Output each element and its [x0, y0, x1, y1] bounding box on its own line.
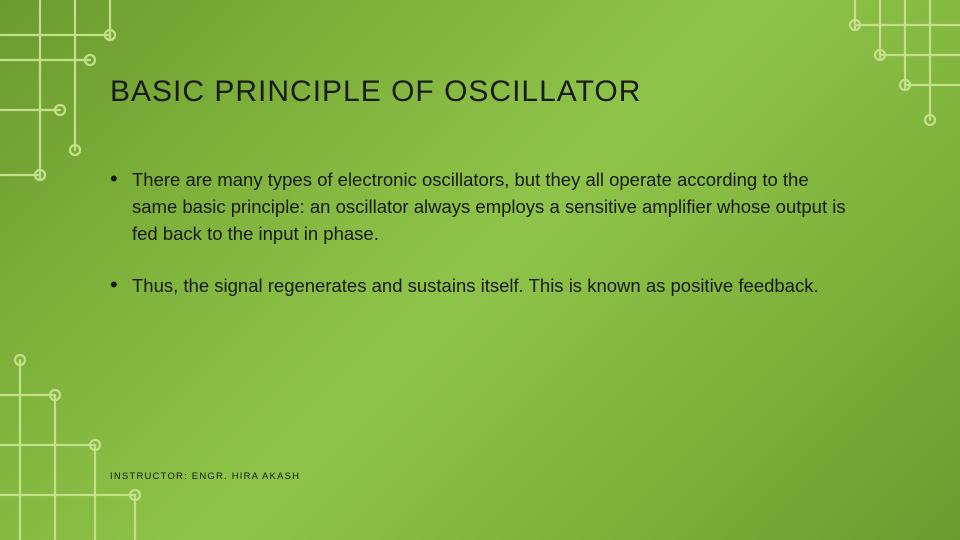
bullet-list: There are many types of electronic oscil…	[110, 167, 850, 300]
bullet-item: There are many types of electronic oscil…	[110, 167, 850, 247]
bullet-item: Thus, the signal regenerates and sustain…	[110, 273, 850, 300]
slide-title: BASIC PRINCIPLE OF OSCILLATOR	[110, 75, 850, 109]
slide-content: BASIC PRINCIPLE OF OSCILLATOR There are …	[0, 0, 960, 540]
instructor-footer: INSTRUCTOR: ENGR. HIRA AKASH	[110, 471, 300, 482]
